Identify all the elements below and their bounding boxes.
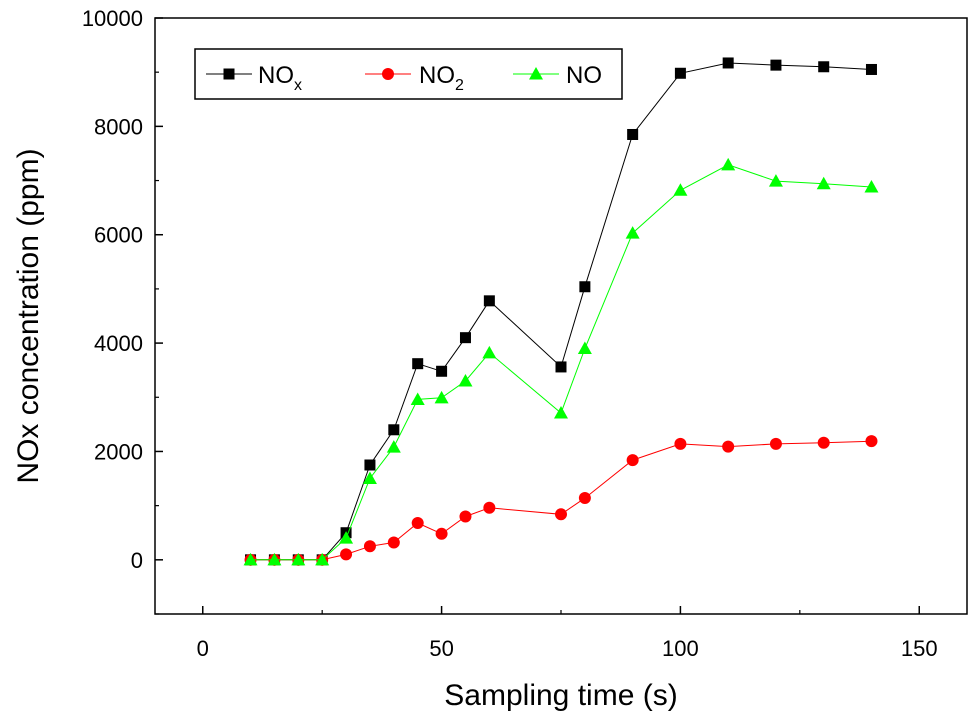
x-tick-label: 100 [662, 636, 699, 661]
x-tick-label: 50 [429, 636, 453, 661]
y-tick-label: 10000 [82, 6, 143, 31]
data-point-no2 [817, 436, 830, 449]
legend-entry-nox: NOx [206, 62, 302, 94]
data-point-no [434, 390, 449, 404]
data-point-no [315, 552, 330, 566]
data-point-no2 [340, 548, 353, 561]
data-point-no [768, 174, 783, 187]
data-point-no [458, 374, 473, 387]
data-point-no [339, 531, 354, 544]
data-point-nox [555, 361, 567, 373]
series-layer [243, 57, 879, 566]
data-point-no [386, 440, 401, 453]
data-point-no2 [459, 510, 472, 523]
data-point-nox [459, 332, 471, 344]
legend-marker-no [529, 67, 543, 80]
data-point-no [554, 405, 568, 419]
y-tick-label: 6000 [94, 223, 143, 248]
data-point-no2 [483, 501, 496, 514]
data-point-no [410, 392, 425, 405]
data-point-no2 [674, 437, 687, 450]
y-tick-label: 4000 [94, 331, 143, 356]
plot-area [154, 17, 968, 615]
x-axis-title: Sampling time (s) [444, 679, 677, 712]
legend-label-nox: NOx [258, 62, 302, 94]
legend-marker-nox [223, 68, 235, 80]
data-point-no [267, 552, 282, 566]
data-point-no2 [626, 454, 639, 467]
data-point-nox [388, 424, 400, 436]
data-point-nox [865, 63, 877, 75]
legend-entry-no: NO [513, 62, 602, 89]
data-point-nox [436, 365, 448, 377]
data-point-no [673, 183, 688, 196]
data-point-no [482, 345, 497, 359]
data-point-nox [412, 358, 424, 370]
y-tick-label: 0 [131, 548, 143, 573]
data-point-nox [483, 295, 495, 307]
legend-label-no: NO [566, 62, 602, 89]
data-point-no2 [578, 492, 591, 505]
legend-entry-no2: NO2 [365, 62, 464, 94]
data-point-no2 [555, 508, 567, 521]
data-point-no [291, 552, 306, 566]
y-axis-ticks: 0 2000 4000 6000 8000 10000 [82, 6, 163, 615]
data-point-nox [722, 57, 734, 69]
data-point-no [243, 552, 258, 566]
data-point-no2 [722, 440, 735, 453]
data-point-no [577, 341, 592, 355]
y-axis-title: NOx concentration (ppm) [12, 148, 45, 483]
x-axis-ticks: 0 50 100 150 [197, 606, 938, 661]
data-point-no [816, 176, 831, 190]
data-point-no2 [387, 536, 400, 549]
data-point-nox [627, 128, 639, 140]
series-no [243, 157, 879, 566]
y-tick-label: 2000 [94, 439, 143, 464]
data-point-no [362, 471, 377, 485]
legend: NOx NO2 NO [194, 48, 623, 100]
legend-marker-no2 [382, 68, 394, 80]
legend-label-no2: NO2 [419, 62, 464, 94]
x-tick-label: 0 [197, 636, 209, 661]
data-point-no2 [363, 540, 376, 553]
data-point-no [864, 180, 879, 193]
data-point-no2 [435, 527, 448, 540]
data-point-no2 [769, 437, 782, 450]
data-point-nox [364, 459, 376, 471]
y-tick-label: 8000 [94, 114, 143, 139]
x-tick-label: 150 [901, 636, 938, 661]
data-point-nox [818, 61, 830, 73]
data-point-no2 [411, 516, 424, 529]
data-point-nox [579, 281, 591, 293]
data-point-nox [770, 59, 782, 71]
data-point-nox [674, 67, 686, 79]
data-point-no [721, 157, 736, 171]
data-point-no2 [865, 435, 878, 448]
data-point-no [625, 226, 640, 239]
